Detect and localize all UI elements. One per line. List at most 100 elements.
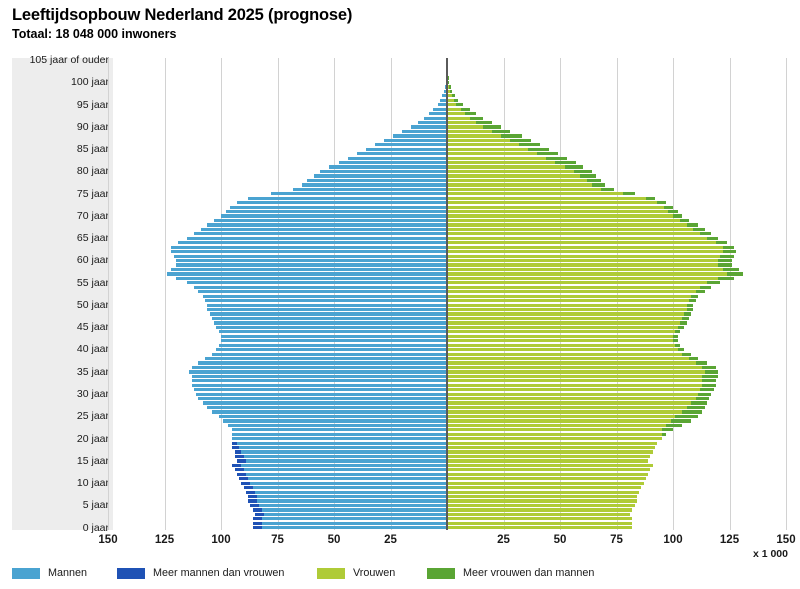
- bar-segment-women-surplus: [693, 227, 705, 232]
- pyramid-bar-row: [113, 201, 788, 205]
- bar-segment-women-surplus: [684, 312, 692, 316]
- bar-segment-women: [447, 161, 576, 165]
- bar-segment-men: [191, 379, 447, 383]
- pyramid-bar-row: [113, 218, 788, 223]
- pyramid-bar-row: [113, 161, 788, 165]
- bar-segment-women-surplus: [510, 138, 531, 142]
- bar-segment-women: [447, 343, 680, 347]
- bar-segment-women-surplus: [700, 388, 714, 392]
- bar-segment-women: [447, 129, 511, 134]
- pyramid-bar-row: [113, 205, 788, 209]
- bar-segment-women: [447, 517, 633, 521]
- pyramid-bar-row: [113, 120, 788, 125]
- bar-segment-men: [211, 352, 447, 356]
- x-axis-tick-label: 50: [553, 534, 567, 546]
- bar-segment-women-surplus: [645, 196, 655, 200]
- bar-segment-women-surplus: [448, 80, 450, 85]
- bar-segment-men: [236, 472, 447, 476]
- bar-segment-women: [447, 307, 694, 312]
- bar-segment-women: [447, 441, 658, 445]
- pyramid-bar-row: [113, 521, 788, 525]
- y-axis-tick-label: 25 jaar: [76, 410, 109, 423]
- bar-segment-women-surplus: [720, 254, 734, 258]
- legend-label-women_more: Meer vrouwen dan mannen: [463, 567, 595, 579]
- bar-segment-women-surplus: [697, 392, 712, 396]
- bar-segment-women: [447, 321, 687, 325]
- bar-segment-women-surplus: [695, 361, 707, 365]
- bar-segment-women: [447, 495, 637, 499]
- y-axis-tick-label: 30 jaar: [76, 387, 109, 400]
- pyramid-bar-row: [113, 58, 788, 62]
- legend-label-men: Mannen: [48, 567, 88, 579]
- bar-segment-women: [447, 227, 705, 232]
- pyramid-bar-row: [113, 477, 788, 481]
- pyramid-bar-row: [113, 63, 788, 67]
- pyramid-bar-row: [113, 299, 788, 303]
- center-axis-line: [446, 58, 448, 530]
- pyramid-bar-row: [113, 227, 788, 232]
- bar-segment-women: [447, 267, 739, 272]
- bar-segment-women: [447, 472, 649, 476]
- chart-header: Leeftijdsopbouw Nederland 2025 (prognose…: [12, 6, 352, 41]
- bar-segment-women: [447, 138, 531, 142]
- x-axis-tick-label: 150: [776, 534, 796, 546]
- pyramid-bar-row: [113, 348, 788, 352]
- bar-segment-men: [205, 299, 447, 303]
- bar-segment-women-surplus: [555, 161, 576, 165]
- bar-segment-men: [221, 214, 447, 218]
- pyramid-bar-row: [113, 503, 788, 508]
- bar-segment-men: [207, 223, 447, 227]
- bar-segment-men: [320, 169, 447, 174]
- bar-segment-women-surplus: [450, 89, 453, 93]
- y-axis-tick-label: 15 jaar: [76, 454, 109, 467]
- bar-segment-men: [365, 147, 447, 151]
- pyramid-bar-row: [113, 134, 788, 138]
- pyramid-bar-row: [113, 459, 788, 463]
- bar-segment-women: [447, 477, 646, 481]
- bar-segment-men: [198, 361, 447, 365]
- x-axis-tick-label: 150: [98, 534, 118, 546]
- pyramid-bar-row: [113, 472, 788, 476]
- bar-segment-women: [447, 272, 744, 276]
- bar-segment-men: [250, 503, 447, 508]
- pyramid-bar-row: [113, 446, 788, 450]
- bar-segment-women: [447, 356, 698, 361]
- pyramid-bar-row: [113, 254, 788, 258]
- bar-segment-men: [171, 250, 447, 254]
- bar-segment-women-surplus: [657, 201, 667, 205]
- pyramid-bar-row: [113, 432, 788, 436]
- bar-segment-men: [232, 428, 447, 432]
- pyramid-bar-row: [113, 94, 788, 98]
- pyramid-bar-row: [113, 103, 788, 107]
- bar-segment-women: [447, 294, 698, 298]
- bar-segment-men-surplus: [234, 454, 244, 459]
- bar-segment-women: [447, 89, 453, 93]
- pyramid-bar-row: [113, 325, 788, 329]
- bar-segment-women-surplus: [675, 330, 680, 334]
- bar-segment-women-surplus: [686, 303, 694, 307]
- bar-segment-women-surplus: [528, 147, 549, 151]
- legend-swatch-men: [12, 568, 40, 579]
- gridline: [503, 58, 505, 530]
- pyramid-bar-row: [113, 312, 788, 316]
- bar-segment-men: [214, 321, 447, 325]
- pyramid-bar-row: [113, 365, 788, 370]
- pyramid-bar-row: [113, 441, 788, 445]
- bar-segment-women-surplus: [722, 250, 737, 254]
- bar-segment-men: [218, 330, 447, 334]
- pyramid-bar-row: [113, 107, 788, 111]
- pyramid-bar-row: [113, 165, 788, 169]
- bar-segment-men: [254, 512, 447, 516]
- bar-segment-men: [293, 187, 447, 191]
- bar-segment-men-surplus: [232, 441, 237, 445]
- x-axis-tick-label: 100: [211, 534, 231, 546]
- pyramid-bar-row: [113, 392, 788, 396]
- bar-segment-men: [225, 210, 447, 214]
- bar-segment-women: [447, 205, 673, 209]
- bar-segment-women: [447, 303, 694, 307]
- bar-segment-men: [433, 107, 447, 111]
- bar-segment-women-surplus: [700, 232, 712, 236]
- pyramid-bar-row: [113, 410, 788, 414]
- bar-segment-men: [189, 370, 447, 374]
- bar-segment-women: [447, 428, 673, 432]
